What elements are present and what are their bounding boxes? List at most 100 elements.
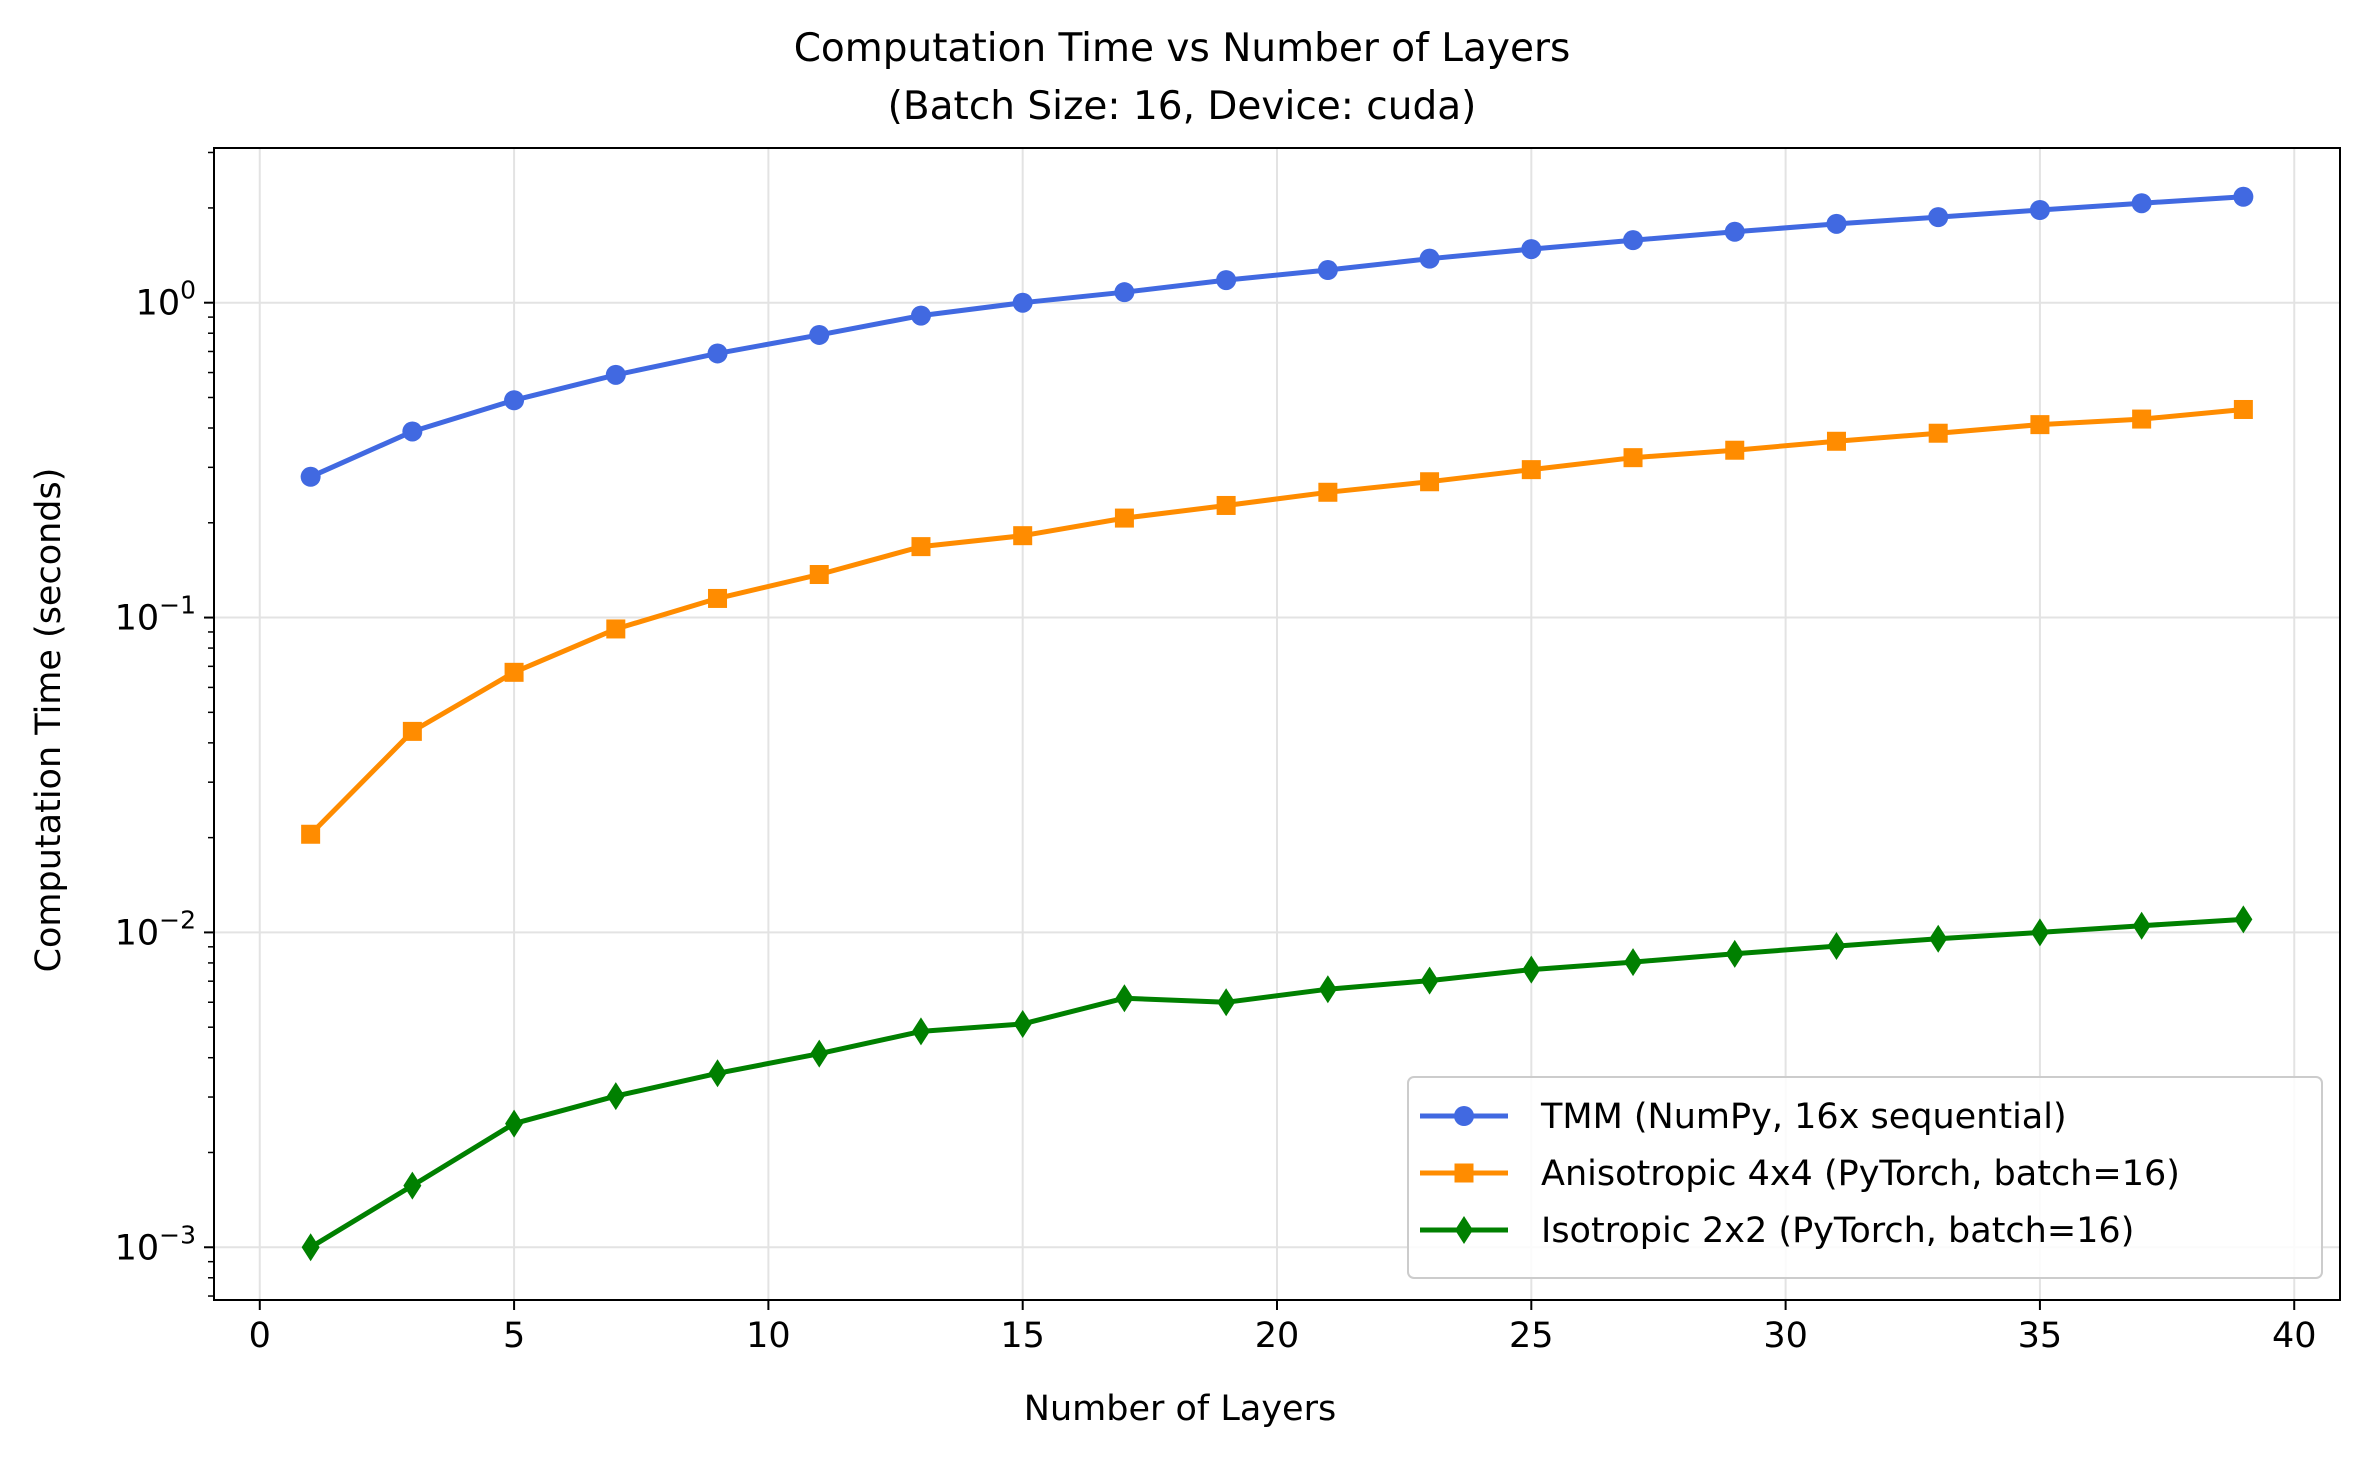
y-tick-base: 10 [115,599,160,639]
series-0 [300,186,2254,487]
data-point [1318,482,1338,502]
y-tick-label: 10−3 [115,1220,196,1268]
data-point [1420,966,1439,995]
chart-title: Computation Time vs Number of Layers [794,26,1571,71]
data-point [1623,448,1643,468]
data-point [2233,186,2254,207]
x-tick-label: 20 [1255,1316,1300,1356]
data-point [1420,472,1440,492]
x-tick-label: 10 [746,1316,791,1356]
data-point [1216,270,1237,291]
data-point [1623,230,1644,251]
legend-marker [1455,1216,1473,1244]
y-tick-label: 10−1 [115,591,196,639]
data-point [809,324,830,345]
data-point [1114,282,1135,303]
data-point [1114,508,1134,528]
series-layer [300,186,2254,1262]
y-tick-label: 10−2 [115,905,196,953]
data-point [2029,199,2050,220]
data-point [1725,440,1745,460]
data-point [301,824,321,844]
data-point [2233,399,2253,419]
y-tick-base: 10 [136,284,181,324]
y-tick-exponent: 0 [180,276,196,305]
data-point [1217,988,1236,1017]
data-point [402,421,423,442]
y-axis-label: Computation Time (seconds) [29,468,69,973]
data-point [1216,495,1236,515]
legend: TMM (NumPy, 16x sequential) Anisotropic 4… [1407,1076,2323,1279]
x-tick-label: 30 [1763,1316,1808,1356]
y-tick-label: 100 [136,276,196,324]
data-point [403,1171,422,1200]
legend-label: TMM (NumPy, 16x sequential) [1540,1097,2067,1137]
data-point [2030,918,2049,947]
legend-label: Isotropic 2x2 (PyTorch, batch=16) [1541,1211,2134,1251]
data-point [1928,207,1949,228]
data-point [1013,1009,1032,1038]
data-point [1928,423,1948,443]
data-point [2030,415,2050,435]
data-point [911,1017,930,1046]
x-tick-label: 25 [1509,1316,1554,1356]
y-tick-exponent: −2 [159,905,196,934]
data-point [605,364,626,385]
y-tick-exponent: −1 [159,591,196,620]
data-point [809,565,829,585]
x-tick-label: 40 [2272,1316,2317,1356]
legend-label: Anisotropic 4x4 (PyTorch, batch=16) [1541,1154,2180,1194]
legend-entry: Isotropic 2x2 (PyTorch, batch=16) [1420,1211,2134,1251]
data-point [606,619,626,639]
x-tick-label: 35 [2018,1316,2063,1356]
data-point [1522,955,1541,984]
data-point [1115,984,1134,1013]
data-point [301,1233,320,1262]
data-point [2132,409,2152,429]
data-point [2132,911,2151,940]
legend-marker [1454,1163,1474,1183]
data-point [1826,431,1846,451]
data-point [911,537,931,557]
x-axis-label: Number of Layers [1024,1389,1336,1429]
data-point [1624,948,1643,977]
data-point [708,588,728,608]
data-point [1317,260,1338,281]
data-point [1521,460,1541,480]
data-point [2234,905,2253,934]
legend-marker [1454,1106,1474,1126]
data-point [402,721,422,741]
data-point [300,466,321,487]
data-point [606,1082,625,1111]
y-tick-exponent: −3 [159,1220,196,1249]
y-tick-base: 10 [115,913,160,953]
x-tick-label: 15 [1000,1316,1045,1356]
data-point [504,390,525,411]
series-1 [301,399,2253,844]
data-point [910,305,931,326]
x-tick-label: 0 [249,1316,271,1356]
data-point [1929,924,1948,953]
data-point [708,1059,727,1088]
data-point [505,1109,524,1138]
series-2 [301,905,2253,1262]
data-point [2131,193,2152,214]
data-point [1725,939,1744,968]
chart-subtitle: (Batch Size: 16, Device: cuda) [888,84,1477,129]
legend-box [1407,1076,2323,1279]
x-tick-label: 5 [503,1316,525,1356]
y-tick-base: 10 [115,1228,160,1268]
series-line [309,194,2244,480]
data-point [1724,221,1745,242]
legend-entry: Anisotropic 4x4 (PyTorch, batch=16) [1420,1154,2180,1194]
legend-entry: TMM (NumPy, 16x sequential) [1420,1097,2067,1137]
grid [214,148,2340,1300]
series-line [308,407,2244,837]
data-point [1419,248,1440,269]
data-point [1013,526,1033,546]
data-point [810,1039,829,1068]
data-point [1318,975,1337,1004]
data-point [504,662,524,682]
